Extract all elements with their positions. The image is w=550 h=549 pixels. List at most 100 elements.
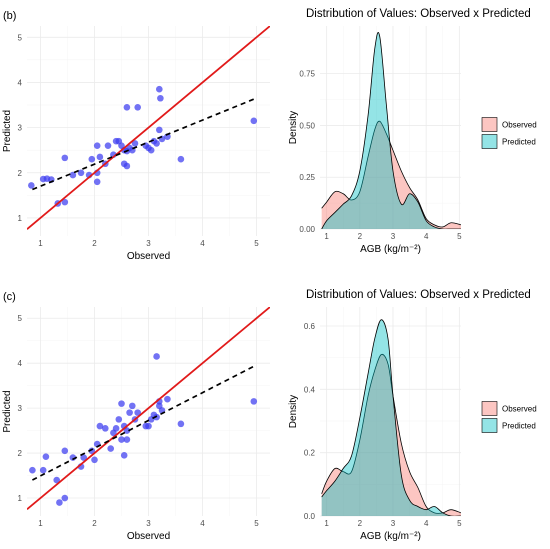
y-tick-label: 0.6 — [304, 322, 316, 331]
scatter-point — [123, 162, 131, 170]
scatter-point — [88, 447, 96, 455]
y-tick-label: 0.4 — [304, 385, 316, 394]
legend-key-observed — [481, 117, 498, 132]
y-tick-label: 0.50 — [299, 121, 315, 130]
y-axis-label: Density — [288, 111, 299, 144]
scatter-point — [123, 103, 131, 111]
x-tick-label: 3 — [146, 239, 151, 248]
x-tick-label: 2 — [358, 232, 363, 241]
scatter-point — [104, 142, 112, 149]
density-area-predicted — [321, 319, 461, 516]
legend — [481, 117, 498, 149]
y-tick-label: 0.00 — [299, 225, 315, 234]
scatter-points — [28, 85, 258, 207]
scatter-point — [134, 103, 141, 111]
scatter-point — [69, 171, 77, 179]
scatter-point — [250, 117, 258, 125]
density-area-observed — [321, 121, 461, 229]
scatter-point — [29, 466, 36, 474]
scatter-point — [102, 425, 109, 432]
scatter-point — [153, 140, 160, 147]
scatter-point — [80, 454, 87, 461]
x-tick-label: 3 — [391, 519, 396, 528]
scatter-point — [28, 182, 35, 189]
y-axis-label: Density — [288, 395, 299, 428]
y-tick-label: 5 — [18, 314, 23, 323]
reference-lines — [27, 307, 270, 510]
density-curve-predicted — [321, 32, 461, 229]
legend-key-predicted — [481, 418, 498, 433]
y-tick-label: 3 — [18, 124, 23, 133]
scatter-point — [61, 447, 69, 455]
x-axis-label: Observed — [127, 251, 170, 262]
grid-3 — [320, 307, 461, 517]
scatter-point — [156, 85, 163, 93]
scatter-point — [107, 445, 114, 452]
scatter-point — [93, 178, 101, 186]
density-areas — [321, 319, 461, 516]
y-tick-label: 0.2 — [304, 449, 316, 458]
scatter-point — [61, 154, 69, 162]
x-tick-label: 2 — [92, 239, 97, 248]
scatter-point — [118, 400, 125, 407]
x-tick-label: 2 — [92, 519, 97, 528]
y-tick-label: 4 — [18, 359, 23, 368]
x-tick-label: 1 — [38, 239, 43, 248]
y-tick-label: 3 — [18, 404, 23, 413]
y-axis-label: Predicted — [2, 110, 13, 152]
legend-label: Predicted — [502, 422, 536, 431]
legend-label: Observed — [502, 405, 537, 414]
scatter-point — [177, 155, 185, 163]
scatter-point — [250, 398, 258, 405]
y-tick-label: 0.25 — [299, 173, 315, 182]
scatter-point — [112, 425, 120, 432]
identity-line — [27, 307, 270, 510]
x-tick-label: 4 — [424, 232, 429, 241]
y-tick-label: 2 — [18, 169, 23, 178]
x-tick-label: 1 — [38, 519, 43, 528]
scatter-point — [177, 420, 185, 428]
scatter-point — [120, 452, 128, 459]
scatter-point — [115, 416, 123, 423]
y-tick-label: 4 — [18, 78, 23, 87]
scatter-point — [96, 153, 104, 161]
x-tick-label: 2 — [358, 519, 363, 528]
scatter-point — [131, 140, 139, 147]
scatter-point — [61, 494, 69, 502]
legend-key-observed — [481, 401, 498, 416]
density-curve-observed — [321, 120, 461, 228]
y-tick-label: 1 — [18, 214, 23, 223]
y-tick-label: 2 — [18, 449, 23, 458]
x-tick-label: 4 — [200, 239, 205, 248]
density-curve-observed — [321, 353, 461, 514]
scatter-point — [77, 169, 85, 177]
scatter-point — [123, 436, 131, 443]
scatter-point — [42, 453, 50, 460]
x-tick-label: 4 — [200, 519, 205, 528]
x-tick-label: 5 — [254, 519, 259, 528]
fit-line — [32, 98, 255, 191]
y-tick-label: 0.75 — [299, 70, 315, 79]
x-tick-label: 1 — [324, 232, 329, 241]
x-axis-label: AGB (kg/m⁻²) — [360, 531, 421, 542]
scatter-point — [96, 422, 104, 430]
scatter-point — [156, 126, 163, 134]
panel-label: (b) — [3, 10, 16, 22]
y-tick-label: 5 — [18, 33, 23, 42]
panel-label: (c) — [3, 291, 16, 303]
scatter-point — [126, 409, 133, 416]
scatter-point — [147, 146, 155, 154]
y-tick-label: 1 — [18, 494, 23, 503]
scatter-point — [153, 353, 160, 360]
chart-title: Distribution of Values: Observed x Predi… — [306, 8, 531, 20]
x-tick-label: 3 — [146, 519, 151, 528]
grid-2 — [27, 307, 270, 516]
x-tick-label: 5 — [457, 519, 462, 528]
scatter-point — [164, 395, 171, 403]
legend — [481, 401, 498, 433]
grid-1 — [320, 26, 461, 230]
reference-lines — [27, 26, 270, 230]
scatter-point — [93, 142, 101, 149]
scatter-point — [39, 466, 47, 474]
